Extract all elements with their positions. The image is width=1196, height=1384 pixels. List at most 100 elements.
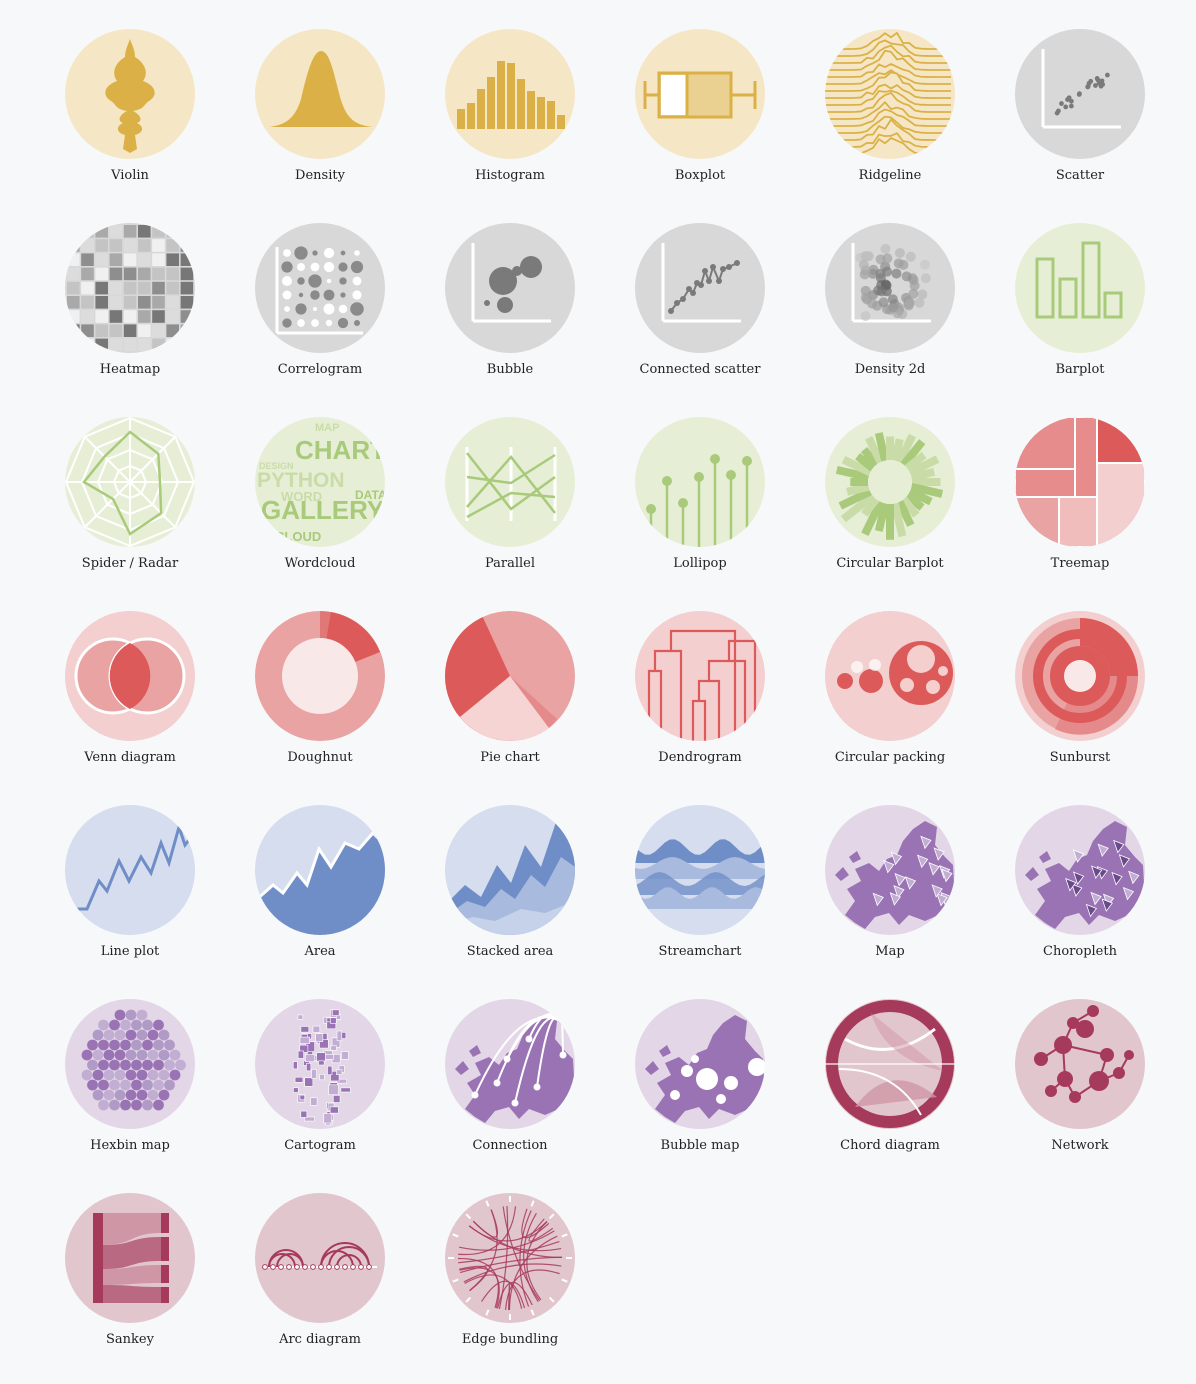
chart-tile-sunburst[interactable]: Sunburst bbox=[985, 611, 1175, 781]
chart-tile-correlogram[interactable]: Correlogram bbox=[225, 223, 415, 393]
chart-tile-label: Treemap bbox=[1050, 556, 1110, 571]
connected-scatter-icon bbox=[635, 223, 765, 353]
chart-tile-venn[interactable]: Venn diagram bbox=[35, 611, 225, 781]
chart-tile-violin[interactable]: Violin bbox=[35, 29, 225, 199]
chart-tile-density[interactable]: Density bbox=[225, 29, 415, 199]
wordcloud-icon: MAP CHART PYTHON GALLERY WORD CLOUD DESIGN DATA bbox=[255, 417, 385, 547]
chart-tile-stacked-area[interactable]: Stacked area bbox=[415, 805, 605, 975]
chart-tile-label: Dendrogram bbox=[658, 750, 742, 765]
svg-text:GALLERY: GALLERY bbox=[261, 495, 384, 525]
chart-tile-barplot[interactable]: Barplot bbox=[985, 223, 1175, 393]
chart-tile-connected-scatter[interactable]: Connected scatter bbox=[605, 223, 795, 393]
svg-text:DESIGN: DESIGN bbox=[259, 461, 294, 471]
sunburst-icon bbox=[1015, 611, 1145, 741]
bubble-icon bbox=[445, 223, 575, 353]
circular-packing-icon bbox=[825, 611, 955, 741]
line-icon bbox=[65, 805, 195, 935]
chart-tile-arc-diagram[interactable]: Arc diagram bbox=[225, 1193, 415, 1363]
chart-tile-treemap[interactable]: Treemap bbox=[985, 417, 1175, 587]
chart-tile-area[interactable]: Area bbox=[225, 805, 415, 975]
chart-tile-label: Lollipop bbox=[673, 556, 727, 571]
barplot-icon bbox=[1015, 223, 1145, 353]
chart-tile-choropleth[interactable]: Choropleth bbox=[985, 805, 1175, 975]
chart-tile-label: Chord diagram bbox=[840, 1138, 940, 1153]
violin-icon bbox=[65, 29, 195, 159]
chart-tile-label: Pie chart bbox=[480, 750, 540, 765]
chart-tile-connection-map[interactable]: Connection bbox=[415, 999, 605, 1169]
chart-tile-label: Histogram bbox=[475, 168, 545, 183]
chart-tile-map[interactable]: Map bbox=[795, 805, 985, 975]
chart-tile-label: Arc diagram bbox=[279, 1332, 361, 1347]
chart-tile-label: Bubble bbox=[486, 362, 534, 377]
radar-icon bbox=[65, 417, 195, 547]
svg-text:CLOUD: CLOUD bbox=[275, 529, 321, 544]
density-2d-icon bbox=[825, 223, 955, 353]
scatter-icon bbox=[1015, 29, 1145, 159]
chart-tile-boxplot[interactable]: Boxplot bbox=[605, 29, 795, 199]
chart-tile-cartogram[interactable]: Cartogram bbox=[225, 999, 415, 1169]
chart-tile-label: Correlogram bbox=[277, 362, 363, 377]
ridgeline-icon bbox=[825, 29, 955, 159]
arc-diagram-icon bbox=[255, 1193, 385, 1323]
chart-tile-label: Sankey bbox=[106, 1332, 154, 1347]
chart-tile-sankey[interactable]: Sankey bbox=[35, 1193, 225, 1363]
svg-text:MAP: MAP bbox=[315, 422, 339, 434]
chart-tile-scatter[interactable]: Scatter bbox=[985, 29, 1175, 199]
chart-tile-histogram[interactable]: Histogram bbox=[415, 29, 605, 199]
correlogram-icon bbox=[255, 223, 385, 353]
chart-tile-label: Density bbox=[295, 168, 345, 183]
histogram-icon bbox=[445, 29, 575, 159]
chart-tile-label: Network bbox=[1051, 1138, 1109, 1153]
network-icon bbox=[1015, 999, 1145, 1129]
chart-tile-doughnut[interactable]: Doughnut bbox=[225, 611, 415, 781]
chart-tile-hexbin-map[interactable]: Hexbin map bbox=[35, 999, 225, 1169]
chart-tile-bubble-map[interactable]: Bubble map bbox=[605, 999, 795, 1169]
chart-tile-wordcloud[interactable]: MAP CHART PYTHON GALLERY WORD CLOUD DESIGN DATA… bbox=[225, 417, 415, 587]
chart-tile-label: Line plot bbox=[100, 944, 160, 959]
treemap-icon bbox=[1015, 417, 1145, 547]
chart-tile-network[interactable]: Network bbox=[985, 999, 1175, 1169]
svg-text:WORD: WORD bbox=[281, 489, 322, 504]
chart-tile-label: Choropleth bbox=[1043, 944, 1117, 959]
svg-text:CHART: CHART bbox=[295, 435, 385, 465]
chart-tile-label: Stacked area bbox=[466, 944, 554, 959]
density-icon bbox=[255, 29, 385, 159]
chart-tile-parallel[interactable]: Parallel bbox=[415, 417, 605, 587]
chart-tile-label: Map bbox=[875, 944, 905, 959]
chart-tile-line[interactable]: Line plot bbox=[35, 805, 225, 975]
chart-tile-label: Cartogram bbox=[284, 1138, 356, 1153]
chart-tile-label: Area bbox=[304, 944, 336, 959]
connection-map-icon bbox=[445, 999, 575, 1129]
chart-tile-dendrogram[interactable]: Dendrogram bbox=[605, 611, 795, 781]
chart-tile-ridgeline[interactable]: Ridgeline bbox=[795, 29, 985, 199]
chart-tile-label: Sunburst bbox=[1049, 750, 1111, 765]
chart-tile-bubble[interactable]: Bubble bbox=[415, 223, 605, 393]
chart-tile-label: Barplot bbox=[1055, 362, 1105, 377]
chart-tile-label: Boxplot bbox=[674, 168, 726, 183]
chart-tile-label: Connection bbox=[472, 1138, 548, 1153]
stacked-area-icon bbox=[445, 805, 575, 935]
chart-tile-label: Circular packing bbox=[834, 750, 946, 765]
boxplot-icon bbox=[635, 29, 765, 159]
chart-tile-edge-bundling[interactable]: Edge bundling bbox=[415, 1193, 605, 1363]
chart-tile-pie[interactable]: Pie chart bbox=[415, 611, 605, 781]
chart-tile-chord[interactable]: Chord diagram bbox=[795, 999, 985, 1169]
heatmap-icon bbox=[65, 223, 195, 353]
chart-tile-heatmap[interactable]: Heatmap bbox=[35, 223, 225, 393]
chart-tile-density-2d[interactable]: Density 2d bbox=[795, 223, 985, 393]
chart-tile-label: Spider / Radar bbox=[81, 556, 179, 571]
doughnut-icon bbox=[255, 611, 385, 741]
chart-tile-label: Violin bbox=[111, 168, 149, 183]
chart-tile-circular-packing[interactable]: Circular packing bbox=[795, 611, 985, 781]
sankey-icon bbox=[65, 1193, 195, 1323]
map-icon bbox=[825, 805, 955, 935]
chart-tile-label: Doughnut bbox=[287, 750, 353, 765]
chart-tile-circular-barplot[interactable]: Circular Barplot bbox=[795, 417, 985, 587]
chart-tile-lollipop[interactable]: Lollipop bbox=[605, 417, 795, 587]
chart-tile-streamchart[interactable]: Streamchart bbox=[605, 805, 795, 975]
edge-bundling-icon bbox=[445, 1193, 575, 1323]
chart-tile-radar[interactable]: Spider / Radar bbox=[35, 417, 225, 587]
choropleth-icon bbox=[1015, 805, 1145, 935]
chart-tile-label: Circular Barplot bbox=[836, 556, 944, 571]
